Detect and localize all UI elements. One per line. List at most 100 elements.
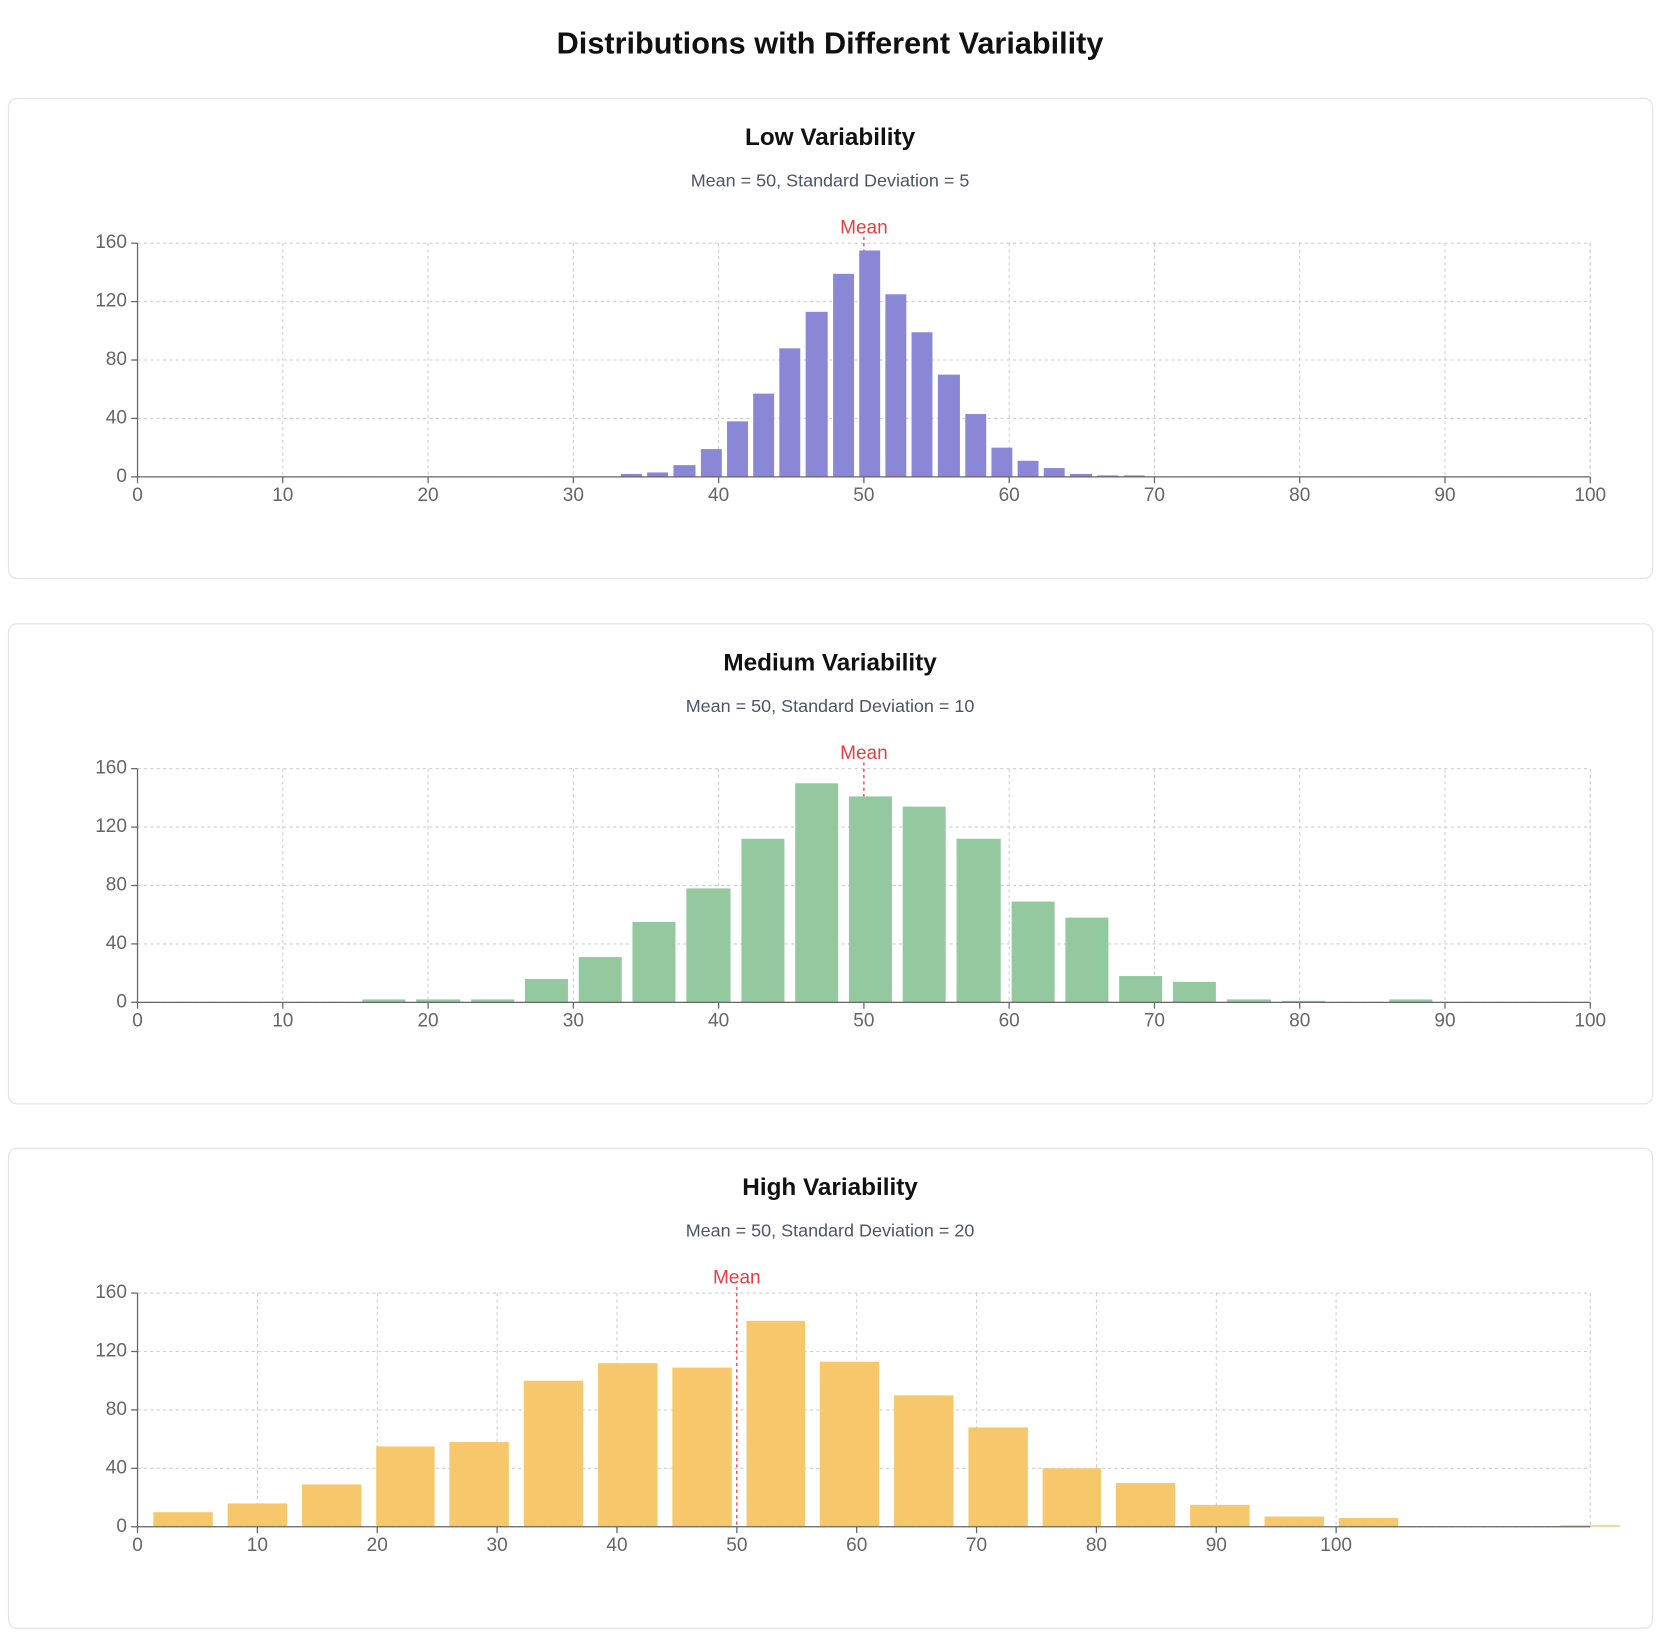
x-tick-label: 0 (132, 485, 143, 506)
bar (902, 806, 946, 1003)
bar (1190, 1504, 1250, 1527)
bar (833, 273, 855, 477)
x-tick-label: 80 (1289, 485, 1310, 506)
bar (301, 1484, 362, 1527)
bar (578, 957, 622, 1003)
y-tick-label: 40 (106, 407, 127, 428)
x-tick-label: 90 (1434, 1010, 1455, 1031)
y-tick-label: 0 (116, 991, 127, 1012)
y-tick-label: 80 (106, 1399, 127, 1420)
bar (632, 922, 676, 1003)
x-tick-label: 20 (367, 1535, 388, 1556)
bar (753, 393, 775, 477)
bar (1226, 999, 1271, 1003)
x-tick-label: 70 (1144, 485, 1165, 506)
bar (1264, 1516, 1324, 1527)
chart-card: Low Variability Mean = 50, Standard Devia… (7, 97, 1654, 579)
x-tick-label: 40 (708, 1010, 729, 1031)
bar (746, 1320, 806, 1527)
bar (647, 472, 669, 477)
bar (1338, 1517, 1399, 1527)
bar (1070, 473, 1093, 477)
bar (673, 465, 696, 477)
page-title: Distributions with Different Variability (557, 27, 1104, 61)
x-tick-label: 70 (966, 1535, 987, 1556)
bar (727, 421, 748, 477)
y-tick-label: 120 (95, 291, 127, 312)
bar (227, 1503, 288, 1527)
x-tick-label: 50 (853, 1010, 874, 1031)
bar (686, 888, 731, 1003)
bar (965, 414, 987, 477)
bar (1097, 475, 1119, 477)
bar (741, 838, 785, 1003)
card-background (7, 97, 1654, 579)
y-tick-label: 80 (106, 349, 127, 370)
bar (894, 1395, 954, 1527)
y-tick-label: 0 (116, 1516, 127, 1537)
x-tick-label: 10 (272, 485, 293, 506)
mean-label: Mean (713, 1267, 761, 1288)
y-tick-label: 120 (95, 1341, 127, 1362)
bar (779, 348, 801, 477)
bar (153, 1512, 213, 1527)
mean-label: Mean (840, 743, 888, 764)
chart-title: High Variability (742, 1174, 918, 1201)
bar (700, 449, 722, 477)
chart-title: Medium Variability (723, 649, 937, 676)
x-tick-label: 80 (1289, 1010, 1310, 1031)
bar (523, 1380, 584, 1527)
x-tick-label: 50 (853, 485, 874, 506)
bar (471, 999, 515, 1003)
chart-title: Low Variability (745, 124, 916, 151)
bar (362, 999, 406, 1003)
bar (620, 473, 642, 477)
x-tick-label: 100 (1574, 485, 1606, 506)
y-tick-label: 40 (106, 1457, 127, 1478)
bar (672, 1367, 732, 1527)
bar (1560, 1525, 1620, 1527)
bar (968, 1427, 1028, 1527)
x-tick-label: 20 (417, 1010, 438, 1031)
bar (1389, 999, 1433, 1003)
x-tick-label: 30 (563, 1010, 584, 1031)
bar (819, 1361, 880, 1527)
y-tick-label: 160 (95, 758, 127, 779)
x-tick-label: 90 (1206, 1535, 1227, 1556)
bar (911, 332, 933, 477)
x-tick-label: 60 (846, 1535, 867, 1556)
x-tick-label: 0 (132, 1535, 143, 1556)
bar (795, 783, 839, 1003)
chart-subtitle: Mean = 50, Standard Deviation = 10 (686, 696, 975, 716)
x-tick-label: 40 (606, 1535, 627, 1556)
x-tick-label: 60 (999, 485, 1020, 506)
y-tick-label: 160 (95, 1282, 127, 1303)
x-tick-label: 30 (563, 485, 584, 506)
bar (956, 838, 1001, 1003)
bar (1011, 901, 1055, 1003)
bar (1115, 1482, 1176, 1527)
bar (449, 1442, 509, 1527)
bar (991, 447, 1013, 477)
x-tick-label: 20 (417, 485, 438, 506)
bar (524, 978, 568, 1003)
x-tick-label: 60 (999, 1010, 1020, 1031)
y-tick-label: 80 (106, 875, 127, 896)
chart-card: High Variability Mean = 50, Standard Devi… (7, 1147, 1654, 1629)
y-tick-label: 0 (116, 466, 127, 487)
chart-subtitle: Mean = 50, Standard Deviation = 5 (691, 171, 970, 191)
y-tick-label: 120 (95, 816, 127, 837)
bar (598, 1363, 658, 1527)
bar (848, 796, 892, 1003)
bar (885, 294, 907, 477)
bar (1123, 475, 1145, 477)
x-tick-label: 0 (132, 1010, 143, 1031)
y-tick-label: 40 (106, 933, 127, 954)
bar (1017, 460, 1039, 477)
bar (937, 374, 960, 477)
x-tick-label: 100 (1320, 1535, 1352, 1556)
y-tick-label: 160 (95, 232, 127, 253)
bar (859, 250, 881, 477)
